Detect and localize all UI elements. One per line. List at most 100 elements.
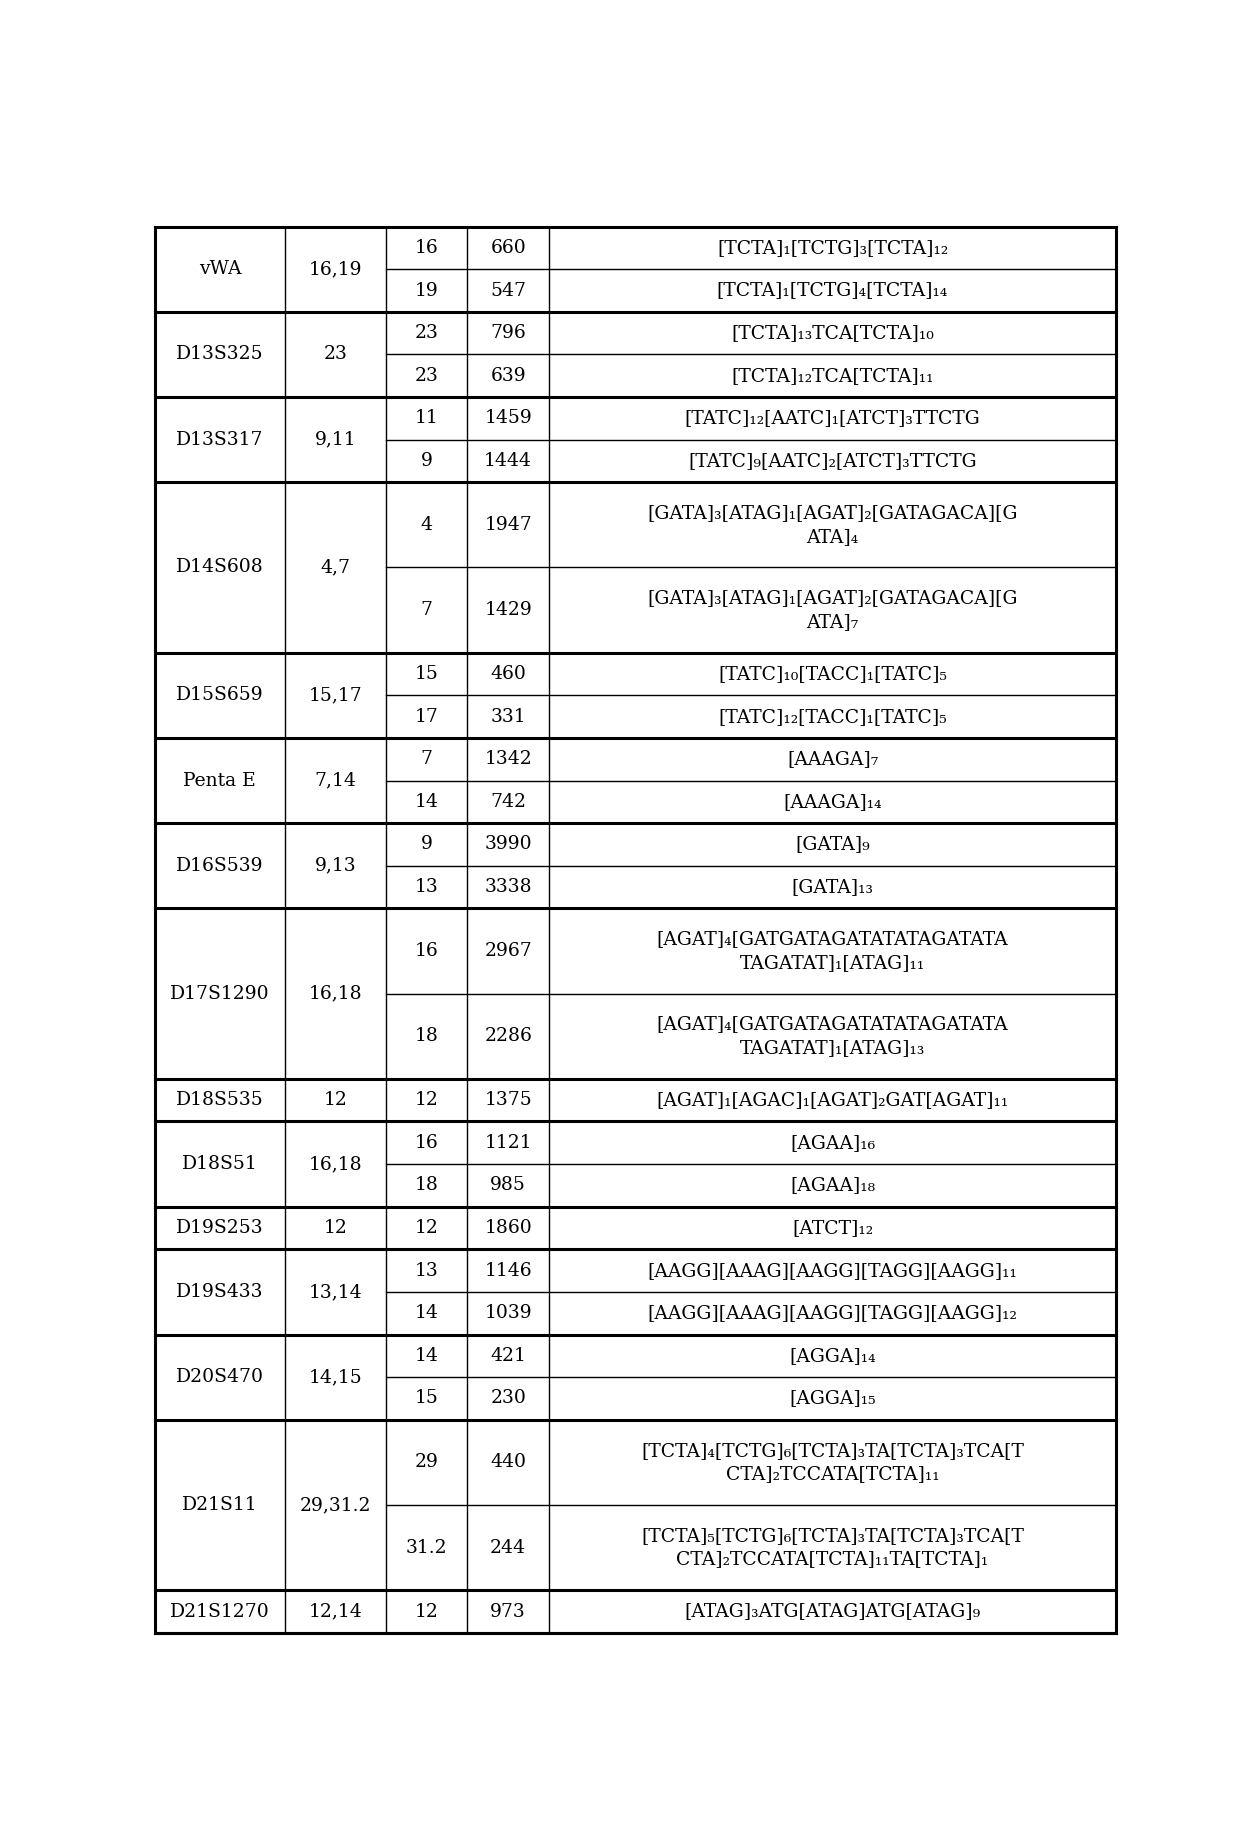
Text: [TATC]₉[AATC]₂[ATCT]₃TTCTG: [TATC]₉[AATC]₂[ATCT]₃TTCTG — [688, 451, 977, 469]
Text: [TCTA]₁[TCTG]₃[TCTA]₁₂: [TCTA]₁[TCTG]₃[TCTA]₁₂ — [717, 239, 949, 258]
Text: 16,18: 16,18 — [309, 985, 362, 1003]
Text: D21S1270: D21S1270 — [170, 1602, 270, 1620]
Text: 3338: 3338 — [485, 878, 532, 897]
Text: 9: 9 — [420, 836, 433, 854]
Text: 9,13: 9,13 — [315, 856, 356, 874]
Text: Penta E: Penta E — [184, 771, 257, 790]
Text: 31.2: 31.2 — [405, 1539, 448, 1557]
Text: 29: 29 — [414, 1453, 439, 1471]
Text: 13: 13 — [414, 878, 439, 897]
Text: [TCTA]₁₃TCA[TCTA]₁₀: [TCTA]₁₃TCA[TCTA]₁₀ — [732, 324, 934, 342]
Text: D14S608: D14S608 — [176, 558, 264, 576]
Text: [GATA]₃[ATAG]₁[AGAT]₂[GATAGACA][G
ATA]₇: [GATA]₃[ATAG]₁[AGAT]₂[GATAGACA][G ATA]₇ — [647, 589, 1018, 631]
Text: 796: 796 — [490, 324, 526, 342]
Text: 16: 16 — [414, 1134, 439, 1152]
Text: D19S433: D19S433 — [176, 1283, 264, 1302]
Text: [AGAA]₁₈: [AGAA]₁₈ — [790, 1176, 875, 1195]
Text: 639: 639 — [490, 366, 526, 385]
Text: D19S253: D19S253 — [176, 1219, 264, 1237]
Text: D13S325: D13S325 — [176, 346, 264, 363]
Text: [AGAA]₁₆: [AGAA]₁₆ — [790, 1134, 875, 1152]
Text: 9,11: 9,11 — [315, 431, 356, 449]
Text: 331: 331 — [490, 707, 526, 725]
Text: 12,14: 12,14 — [309, 1602, 362, 1620]
Text: 12: 12 — [414, 1219, 439, 1237]
Text: 16: 16 — [414, 943, 439, 959]
Text: 973: 973 — [490, 1602, 526, 1620]
Text: [TCTA]₄[TCTG]₆[TCTA]₃TA[TCTA]₃TCA[T
CTA]₂TCCATA[TCTA]₁₁: [TCTA]₄[TCTG]₆[TCTA]₃TA[TCTA]₃TCA[T CTA]… — [641, 1442, 1024, 1484]
Text: 7: 7 — [420, 602, 433, 619]
Text: [AGAT]₄[GATGATAGATATATAGATATA
TAGATAT]₁[ATAG]₁₃: [AGAT]₄[GATGATAGATATATAGATATA TAGATAT]₁[… — [657, 1016, 1008, 1057]
Text: D15S659: D15S659 — [176, 687, 264, 705]
Text: [GATA]₁₃: [GATA]₁₃ — [791, 878, 873, 897]
Text: 4,7: 4,7 — [320, 558, 350, 576]
Text: 23: 23 — [324, 346, 347, 363]
Text: 14,15: 14,15 — [309, 1368, 362, 1386]
Text: [GATA]₉: [GATA]₉ — [795, 836, 870, 854]
Text: [AGAT]₄[GATGATAGATATATAGATATA
TAGATAT]₁[ATAG]₁₁: [AGAT]₄[GATGATAGATATATAGATATA TAGATAT]₁[… — [657, 930, 1008, 972]
Text: 440: 440 — [490, 1453, 526, 1471]
Text: [TCTA]₅[TCTG]₆[TCTA]₃TA[TCTA]₃TCA[T
CTA]₂TCCATA[TCTA]₁₁TA[TCTA]₁: [TCTA]₅[TCTG]₆[TCTA]₃TA[TCTA]₃TCA[T CTA]… — [641, 1526, 1024, 1569]
Text: 460: 460 — [490, 665, 526, 683]
Text: [AAGG][AAAG][AAGG][TAGG][AAGG]₁₁: [AAGG][AAAG][AAGG][TAGG][AAGG]₁₁ — [647, 1261, 1018, 1279]
Text: 18: 18 — [414, 1176, 439, 1195]
Text: 13: 13 — [414, 1261, 439, 1279]
Text: [AAAGA]₁₄: [AAAGA]₁₄ — [784, 793, 882, 810]
Text: [ATCT]₁₂: [ATCT]₁₂ — [792, 1219, 873, 1237]
Text: 16: 16 — [414, 239, 439, 258]
Text: [TCTA]₁₂TCA[TCTA]₁₁: [TCTA]₁₂TCA[TCTA]₁₁ — [732, 366, 934, 385]
Text: [TATC]₁₀[TACC]₁[TATC]₅: [TATC]₁₀[TACC]₁[TATC]₅ — [718, 665, 947, 683]
Text: 244: 244 — [490, 1539, 526, 1557]
Text: 11: 11 — [414, 409, 439, 427]
Text: vWA: vWA — [198, 260, 241, 278]
Text: D18S51: D18S51 — [182, 1154, 258, 1173]
Text: D18S535: D18S535 — [176, 1092, 264, 1108]
Text: 12: 12 — [324, 1092, 347, 1108]
Text: 13,14: 13,14 — [309, 1283, 362, 1302]
Text: 1860: 1860 — [485, 1219, 532, 1237]
Text: 15: 15 — [414, 1390, 439, 1408]
Text: 9: 9 — [420, 451, 433, 469]
Text: 7: 7 — [420, 751, 433, 768]
Text: 742: 742 — [490, 793, 526, 810]
Text: D21S11: D21S11 — [182, 1497, 258, 1513]
Text: 3990: 3990 — [485, 836, 532, 854]
Text: 14: 14 — [414, 1303, 439, 1322]
Text: 421: 421 — [490, 1348, 526, 1364]
Text: D16S539: D16S539 — [176, 856, 264, 874]
Text: 2967: 2967 — [485, 943, 532, 959]
Text: 660: 660 — [490, 239, 526, 258]
Text: 4: 4 — [420, 515, 433, 534]
Text: 1039: 1039 — [485, 1303, 532, 1322]
Text: 230: 230 — [490, 1390, 526, 1408]
Text: [GATA]₃[ATAG]₁[AGAT]₂[GATAGACA][G
ATA]₄: [GATA]₃[ATAG]₁[AGAT]₂[GATAGACA][G ATA]₄ — [647, 504, 1018, 545]
Text: 12: 12 — [324, 1219, 347, 1237]
Text: 2286: 2286 — [485, 1027, 532, 1046]
Text: 1121: 1121 — [485, 1134, 532, 1152]
Text: D17S1290: D17S1290 — [170, 985, 269, 1003]
Text: 985: 985 — [490, 1176, 526, 1195]
Text: 1375: 1375 — [485, 1092, 532, 1108]
Text: [TATC]₁₂[TACC]₁[TATC]₅: [TATC]₁₂[TACC]₁[TATC]₅ — [718, 707, 947, 725]
Text: 1429: 1429 — [485, 602, 532, 619]
Text: 14: 14 — [414, 793, 439, 810]
Text: 23: 23 — [414, 324, 439, 342]
Text: 1459: 1459 — [485, 409, 532, 427]
Text: 12: 12 — [414, 1602, 439, 1620]
Text: [TATC]₁₂[AATC]₁[ATCT]₃TTCTG: [TATC]₁₂[AATC]₁[ATCT]₃TTCTG — [684, 409, 981, 427]
Text: 16,18: 16,18 — [309, 1154, 362, 1173]
Text: 18: 18 — [414, 1027, 439, 1046]
Text: 547: 547 — [490, 282, 526, 300]
Text: 7,14: 7,14 — [314, 771, 356, 790]
Text: [AGGA]₁₄: [AGGA]₁₄ — [789, 1348, 875, 1364]
Text: 14: 14 — [414, 1348, 439, 1364]
Text: 1146: 1146 — [485, 1261, 532, 1279]
Text: 1947: 1947 — [485, 515, 532, 534]
Text: 15: 15 — [414, 665, 439, 683]
Text: [AAAGA]₇: [AAAGA]₇ — [787, 751, 878, 768]
Text: D13S317: D13S317 — [176, 431, 264, 449]
Text: [AAGG][AAAG][AAGG][TAGG][AAGG]₁₂: [AAGG][AAAG][AAGG][TAGG][AAGG]₁₂ — [647, 1303, 1018, 1322]
Text: [ATAG]₃ATG[ATAG]ATG[ATAG]₉: [ATAG]₃ATG[ATAG]ATG[ATAG]₉ — [684, 1602, 981, 1620]
Text: D20S470: D20S470 — [176, 1368, 264, 1386]
Text: 23: 23 — [414, 366, 439, 385]
